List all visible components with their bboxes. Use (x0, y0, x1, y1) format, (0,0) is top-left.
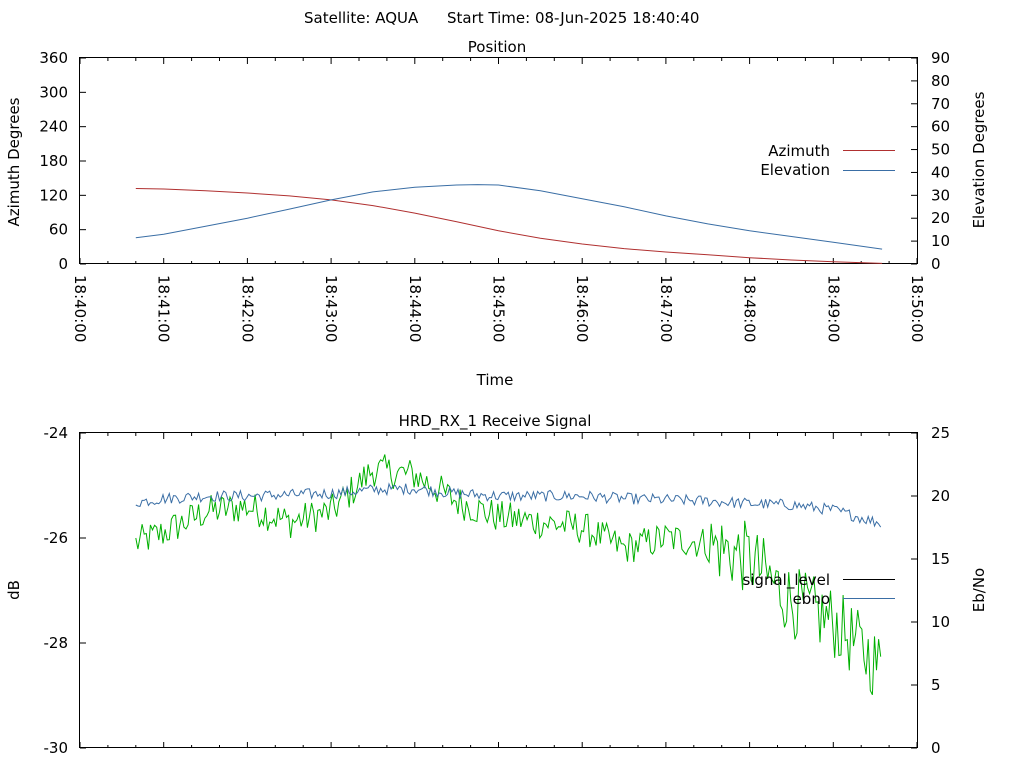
position-y2-tick-label: 70 (931, 95, 950, 113)
series-line-signal-level (135, 454, 882, 696)
legend-label-ebno: ebno (793, 590, 830, 608)
position-y2-tick-label: 90 (931, 49, 950, 67)
position-chart-title: Position (468, 38, 526, 56)
position-y-tick-label: 60 (49, 221, 68, 239)
receive-y-tick-label: -26 (44, 529, 69, 547)
legend-label-elevation: Elevation (760, 161, 830, 179)
position-x-tick-label: 18:48:00 (741, 275, 759, 342)
receive-y2-tick-label: 5 (931, 676, 941, 694)
position-y2-tick-label: 50 (931, 141, 950, 159)
position-y-tick-label: 120 (39, 186, 68, 204)
position-x-tick-label: 18:49:00 (824, 275, 842, 342)
position-x-tick-label: 18:44:00 (406, 275, 424, 342)
receive-y2-tick-label: 15 (931, 550, 950, 568)
position-x-tick-label: 18:42:00 (238, 275, 256, 342)
position-y2-tick-label: 80 (931, 72, 950, 90)
position-y-tick-label: 0 (58, 255, 68, 273)
receive-y-tick-label: -24 (44, 424, 69, 442)
position-legend: Azimuth Elevation (760, 142, 895, 179)
receive-signal-chart-title: HRD_RX_1 Receive Signal (399, 412, 592, 431)
position-chart: Position Azimuth Degrees Elevation Degre… (5, 38, 988, 389)
position-y2-tick-label: 30 (931, 186, 950, 204)
legend-label-azimuth: Azimuth (768, 142, 830, 160)
position-y-tick-label: 180 (39, 152, 68, 170)
position-y-tick-label: 240 (39, 118, 68, 136)
position-x-tick-label: 18:46:00 (573, 275, 591, 342)
series-line-azimuth (135, 188, 883, 264)
position-y2-axis-label: Elevation Degrees (970, 91, 988, 228)
satellite-label: Satellite: AQUA (304, 9, 419, 27)
receive-y-axis-label: dB (5, 580, 23, 600)
position-y2-tick-label: 10 (931, 232, 950, 250)
receive-y-tick-label: -30 (44, 739, 69, 757)
receive-y2-tick-label: 20 (931, 487, 950, 505)
position-y2-tick-label: 40 (931, 163, 950, 181)
receive-y2-axis-label: Eb/No (970, 568, 988, 612)
receive-signal-chart: HRD_RX_1 Receive Signal dB Eb/No -30 -28 -… (5, 412, 988, 757)
position-y2-tick-label: 60 (931, 118, 950, 136)
position-x-tick-label: 18:40:00 (71, 275, 89, 342)
receive-y2-tick-label: 25 (931, 424, 950, 442)
start-time-label: Start Time: 08-Jun-2025 18:40:40 (447, 9, 699, 27)
position-x-tick-label: 18:41:00 (155, 275, 173, 342)
position-y2-tick-label: 0 (931, 255, 941, 273)
legend-label-signal-level: signal_level (742, 571, 830, 590)
series-line-ebno (135, 482, 882, 528)
series-line-elevation (135, 184, 883, 250)
position-x-tick-label: 18:50:00 (908, 275, 926, 342)
receive-y-tick-label: -28 (44, 634, 69, 652)
position-y-axis-label: Azimuth Degrees (5, 97, 23, 226)
position-x-tick-label: 18:43:00 (322, 275, 340, 342)
position-x-tick-label: 18:47:00 (657, 275, 675, 342)
position-y2-tick-label: 20 (931, 209, 950, 227)
receive-y2-tick-label: 10 (931, 613, 950, 631)
position-y-tick-label: 300 (39, 83, 68, 101)
position-x-tick-label: 18:45:00 (490, 275, 508, 342)
position-x-axis-label: Time (476, 371, 514, 389)
receive-legend: signal_level ebno (742, 571, 895, 608)
position-y-tick-label: 360 (39, 49, 68, 67)
receive-y2-tick-label: 0 (931, 739, 941, 757)
